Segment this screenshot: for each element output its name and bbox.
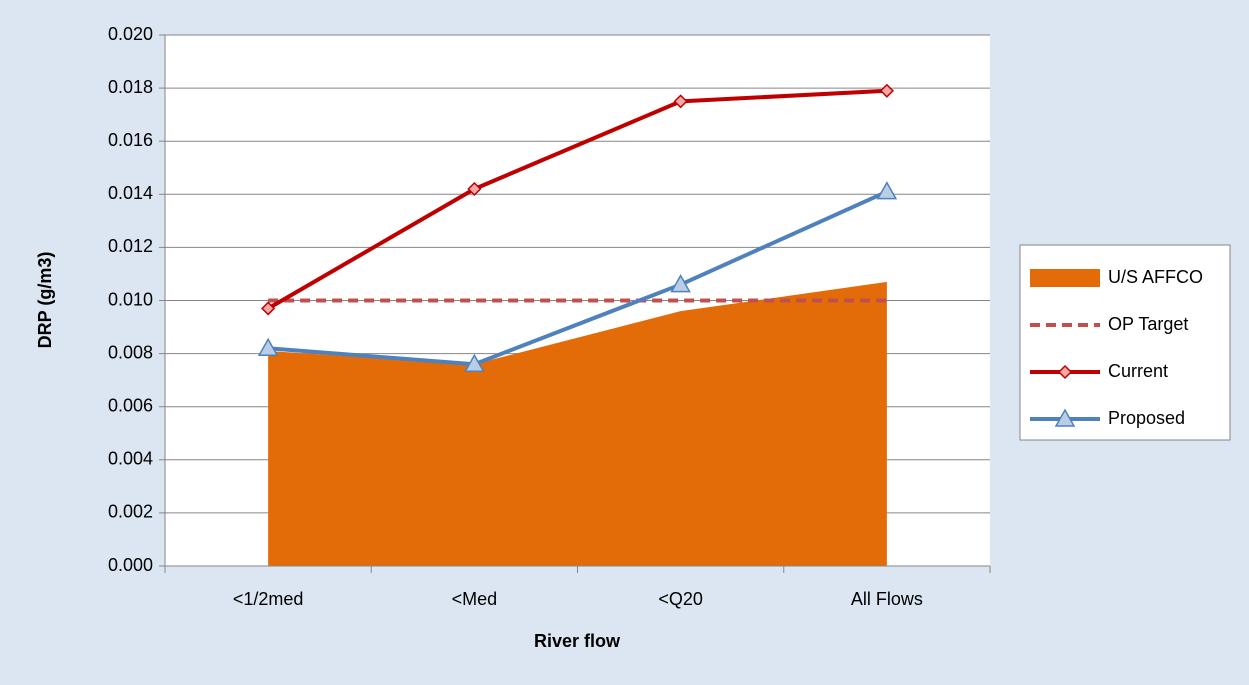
point-marker	[670, 274, 691, 293]
legend-label: OP Target	[1108, 314, 1188, 334]
point-marker	[673, 94, 688, 109]
legend-swatch	[1030, 269, 1100, 287]
y-tick-label: 0.006	[108, 395, 153, 415]
point-marker	[464, 353, 485, 372]
legend-label: U/S AFFCO	[1108, 267, 1203, 287]
point-marker	[876, 181, 898, 200]
y-tick-label: 0.008	[108, 342, 153, 362]
x-tick-label: All Flows	[851, 589, 923, 609]
y-tick-label: 0.000	[108, 555, 153, 575]
line	[267, 189, 888, 367]
x-tick-label: <Med	[452, 589, 498, 609]
legend-marker	[1057, 364, 1073, 380]
y-tick-label: 0.018	[108, 77, 153, 97]
point-marker	[257, 337, 279, 357]
x-tick-label: <1/2med	[233, 589, 304, 609]
point-marker	[261, 301, 276, 316]
y-tick-label: 0.004	[108, 449, 153, 469]
legend-label: Proposed	[1108, 408, 1185, 428]
y-tick-label: 0.020	[108, 24, 153, 44]
x-tick-label: <Q20	[658, 589, 703, 609]
y-tick-label: 0.014	[108, 183, 153, 203]
point-marker	[879, 83, 894, 98]
y-axis-title: DRP (g/m3)	[35, 252, 55, 349]
legend-marker	[1054, 408, 1076, 427]
legend-label: Current	[1108, 361, 1168, 381]
point-marker	[467, 181, 482, 197]
area	[268, 281, 887, 566]
y-tick-label: 0.016	[108, 130, 153, 150]
y-tick-label: 0.012	[108, 236, 153, 256]
y-tick-label: 0.010	[108, 289, 153, 309]
x-axis-title: River flow	[534, 631, 621, 651]
y-tick-label: 0.002	[108, 502, 153, 522]
line	[267, 88, 887, 311]
